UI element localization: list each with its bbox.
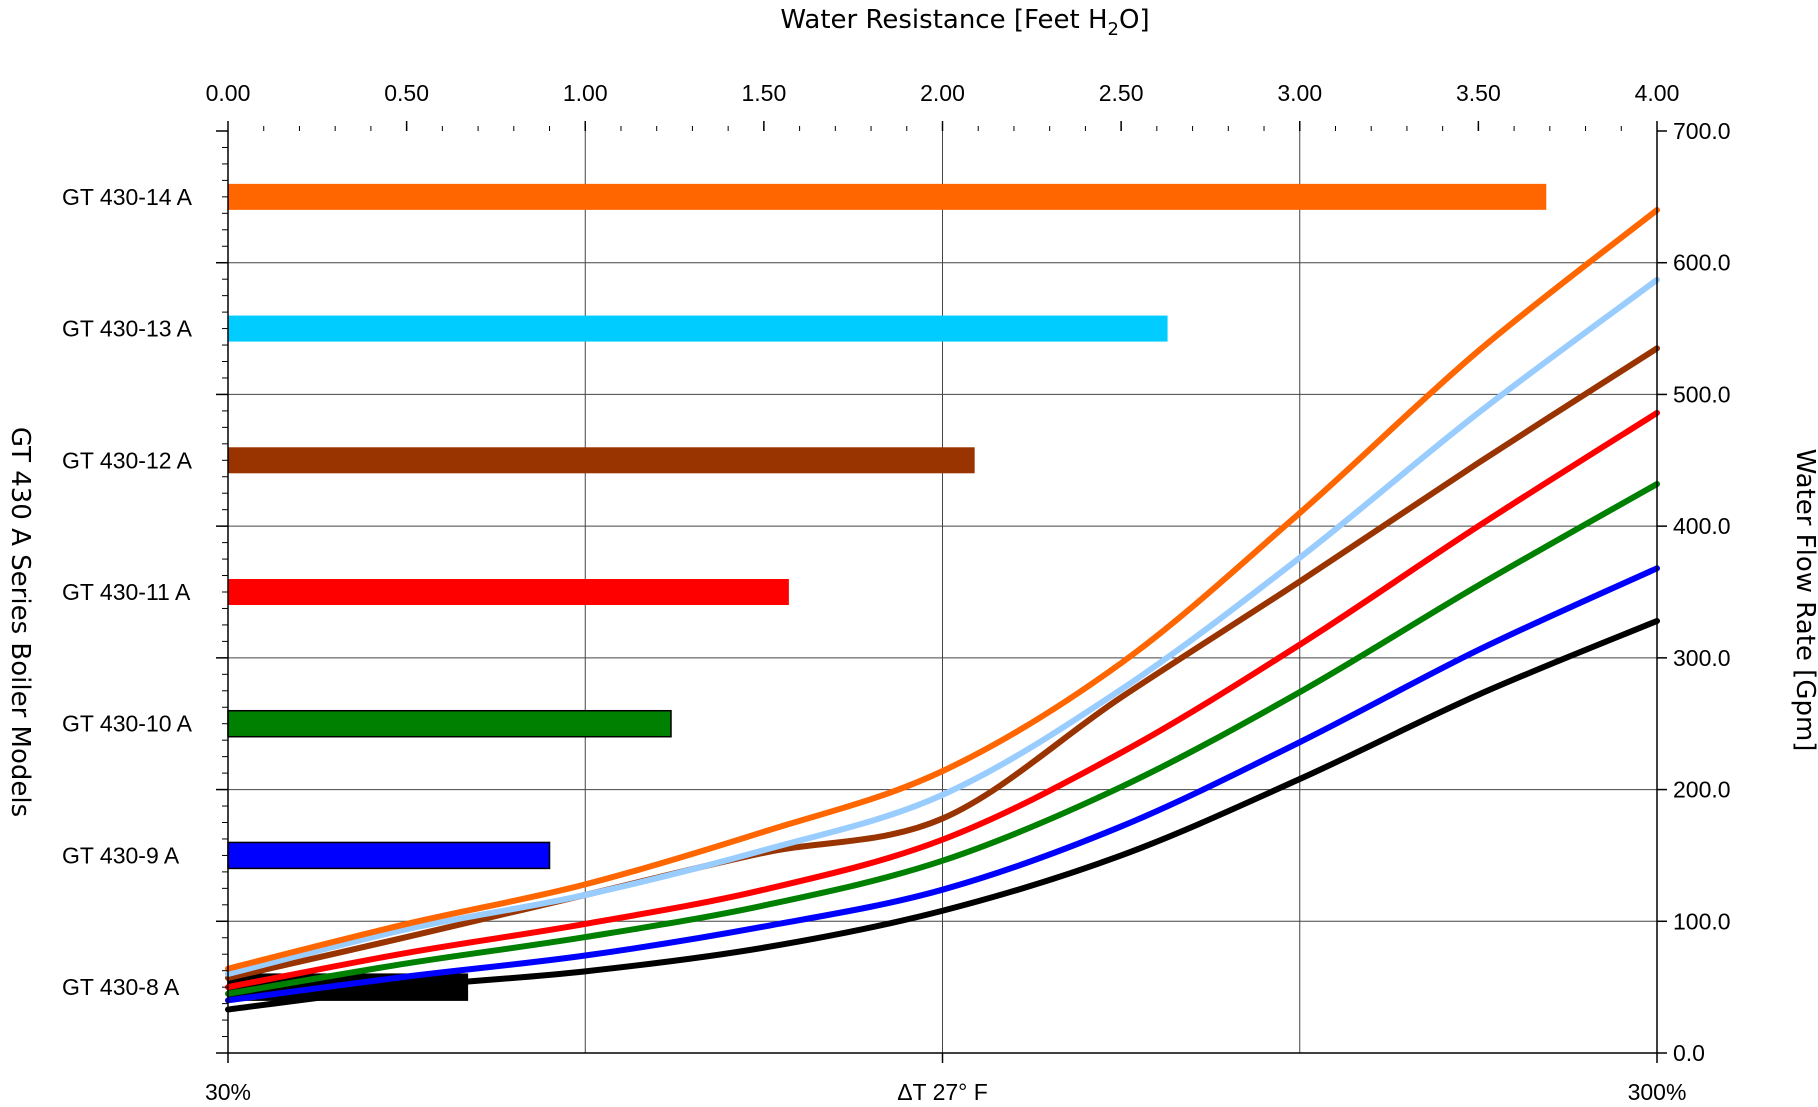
category-label: GT 430-8 A	[62, 974, 180, 1000]
category-label: GT 430-14 A	[62, 184, 193, 210]
category-label: GT 430-11 A	[62, 579, 191, 605]
flow-curve	[225, 617, 1660, 1013]
top-tick-label: 0.00	[206, 80, 251, 106]
bar	[227, 841, 551, 870]
grid-lines	[228, 131, 1657, 1053]
flow-curve	[225, 480, 1660, 997]
top-tick-label: 1.00	[563, 80, 608, 106]
top-tick-label: 2.50	[1099, 80, 1144, 106]
flow-curve	[225, 345, 1660, 981]
category-label: GT 430-10 A	[62, 711, 193, 737]
right-tick-label: 200.0	[1673, 777, 1731, 803]
bottom-axis-label: ΔT 27° F	[897, 1079, 988, 1102]
top-tick-label: 2.00	[920, 80, 965, 106]
axes: GT 430-14 A GT 430-13 A GT 430-12 A GT 430-…	[62, 80, 1731, 1105]
bar	[227, 709, 672, 738]
flow-curve	[225, 276, 1660, 977]
top-tick-label: 3.00	[1277, 80, 1322, 106]
left-axis-title: GT 430 A Series Boiler Models	[5, 427, 35, 817]
bar-series	[227, 183, 1547, 1001]
flow-curve	[225, 409, 1660, 991]
category-label: GT 430-9 A	[62, 842, 180, 868]
bottom-axis-label: 30%	[205, 1079, 251, 1102]
right-tick-label: 500.0	[1673, 381, 1731, 407]
right-tick-label: 100.0	[1673, 908, 1731, 934]
right-tick-label: 700.0	[1673, 118, 1731, 144]
bottom-axis-label: 300%	[1628, 1079, 1687, 1102]
category-label: GT 430-12 A	[62, 447, 193, 473]
top-tick-label: 4.00	[1635, 80, 1680, 106]
right-tick-label: 400.0	[1673, 513, 1731, 539]
bar	[228, 183, 1547, 210]
right-tick-label: 600.0	[1673, 250, 1731, 276]
right-tick-label: 300.0	[1673, 645, 1731, 671]
top-tick-label: 1.50	[741, 80, 786, 106]
top-tick-label: 3.50	[1456, 80, 1501, 106]
bar	[228, 447, 975, 474]
right-tick-label: 0.0	[1673, 1040, 1705, 1066]
bar	[228, 315, 1168, 342]
right-axis-title: Water Flow Rate [Gpm]	[1790, 449, 1818, 752]
bar	[228, 579, 789, 605]
flow-curve	[225, 565, 1660, 1004]
top-axis-title: Water Resistance [Feet H2O]	[780, 5, 1149, 40]
flow-curves	[225, 207, 1660, 1013]
flow-curve	[225, 207, 1660, 972]
top-tick-label: 0.50	[384, 80, 429, 106]
category-label: GT 430-13 A	[62, 316, 193, 342]
